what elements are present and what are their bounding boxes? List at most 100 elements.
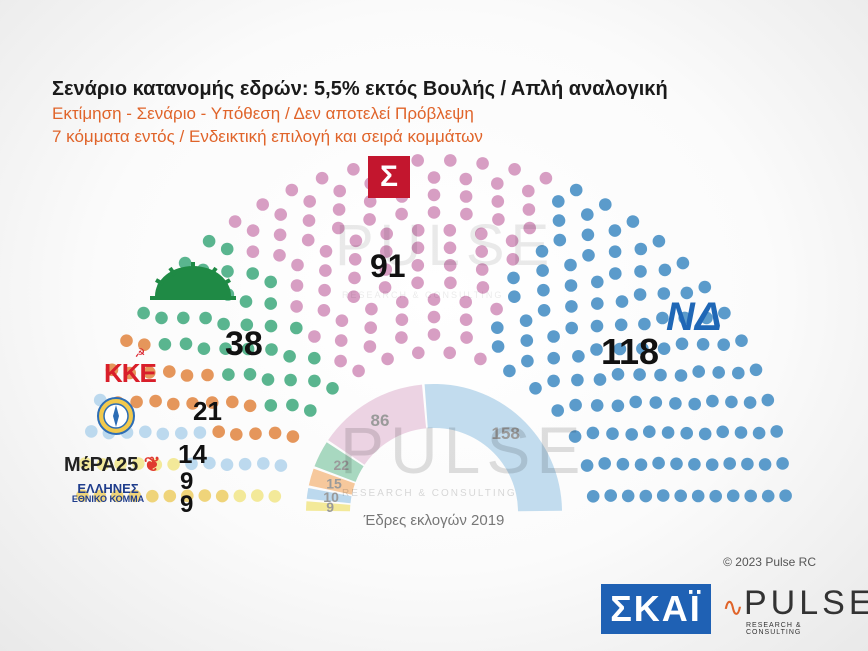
seat-5-39 bbox=[379, 263, 393, 276]
seat-5-73 bbox=[459, 313, 473, 327]
seat-5-1 bbox=[228, 215, 242, 228]
seat-3-14 bbox=[286, 430, 300, 443]
seat-6-17 bbox=[581, 228, 595, 242]
label2019-0: 9 bbox=[326, 499, 334, 515]
seat-4-25 bbox=[283, 350, 296, 363]
seat-6-15 bbox=[537, 304, 551, 317]
label2019-1: 10 bbox=[323, 489, 339, 505]
ellines-logo-line2: ΕΘΝΙΚΟ ΚΟΜΜΑ bbox=[71, 494, 145, 504]
seat-2-2 bbox=[220, 458, 234, 472]
seat-5-83 bbox=[505, 234, 519, 248]
seat-6-101 bbox=[705, 458, 719, 472]
seat-6-12 bbox=[581, 208, 594, 221]
seg2019-0 bbox=[306, 501, 351, 512]
seat-6-43 bbox=[614, 318, 628, 332]
seat-5-76 bbox=[460, 331, 473, 344]
seat-3-7 bbox=[105, 363, 119, 377]
seat-6-3 bbox=[491, 340, 505, 353]
seat-3-11 bbox=[205, 396, 219, 409]
seat-6-80 bbox=[688, 397, 701, 411]
mera25-swirl-icon: ❦ bbox=[143, 454, 161, 476]
seat-5-38 bbox=[363, 195, 377, 208]
seat-5-21 bbox=[319, 245, 333, 258]
seat-5-24 bbox=[347, 290, 361, 304]
seat-6-53 bbox=[593, 373, 607, 386]
seat-5-66 bbox=[444, 276, 457, 290]
seat-6-14 bbox=[520, 334, 534, 347]
seat-3-8 bbox=[186, 397, 199, 410]
seat-6-102 bbox=[723, 457, 736, 470]
seat-0-3 bbox=[128, 489, 142, 503]
seat-6-84 bbox=[725, 395, 738, 409]
seat-6-28 bbox=[565, 321, 578, 335]
seat-4-3 bbox=[179, 337, 193, 351]
seat-5-80 bbox=[476, 281, 490, 294]
seat-6-83 bbox=[643, 425, 656, 439]
seat-5-72 bbox=[459, 295, 473, 309]
seat-1-8 bbox=[167, 458, 180, 471]
seat-4-9 bbox=[177, 311, 190, 325]
seat-6-77 bbox=[669, 397, 682, 410]
seat-6-86 bbox=[661, 426, 675, 439]
seat-3-16 bbox=[180, 369, 194, 382]
seat-3-17 bbox=[120, 334, 133, 348]
seat-5-2 bbox=[308, 330, 321, 343]
seat-5-41 bbox=[395, 331, 408, 344]
seat-4-21 bbox=[240, 318, 254, 332]
seat-4-6 bbox=[155, 311, 168, 325]
seat-6-67 bbox=[717, 338, 730, 352]
mera25-logo: ΜέΡΑ25 ❦ bbox=[64, 452, 161, 477]
pasok-sun-logo bbox=[150, 262, 236, 300]
seat-6-60 bbox=[718, 306, 731, 320]
seat-6-75 bbox=[712, 366, 725, 379]
hammer-sickle-icon: ☭ bbox=[134, 346, 146, 360]
seat-6-62 bbox=[633, 368, 646, 381]
seat-5-4 bbox=[246, 224, 260, 237]
seat-2-8 bbox=[257, 457, 270, 470]
mera-seats: 9 bbox=[180, 468, 194, 495]
seat-6-99 bbox=[670, 457, 683, 471]
seat-5-11 bbox=[317, 304, 331, 317]
copyright: © 2023 Pulse RC bbox=[723, 555, 816, 569]
pulse-logo-text: PULSE bbox=[744, 584, 868, 622]
seat-5-28 bbox=[315, 171, 329, 185]
seat-1-5 bbox=[114, 457, 127, 471]
seat-6-111 bbox=[674, 489, 687, 503]
seat-5-6 bbox=[290, 279, 304, 292]
seat-3-5 bbox=[167, 397, 180, 411]
seat-0-2 bbox=[111, 489, 124, 503]
seat-6-103 bbox=[741, 457, 754, 471]
seat-6-114 bbox=[726, 489, 740, 503]
seat-6-69 bbox=[674, 369, 688, 382]
seat-5-69 bbox=[459, 190, 473, 203]
seat-5-18 bbox=[319, 264, 332, 277]
seat-6-44 bbox=[676, 256, 690, 270]
seat-4-31 bbox=[326, 382, 339, 395]
seat-6-24 bbox=[547, 330, 560, 343]
seat-5-15 bbox=[318, 283, 331, 297]
seat-6-70 bbox=[629, 395, 642, 409]
seat-6-8 bbox=[536, 264, 549, 277]
seat-6-48 bbox=[613, 342, 627, 356]
seat-6-40 bbox=[633, 288, 647, 301]
seat-6-85 bbox=[743, 396, 757, 409]
seat-5-82 bbox=[508, 163, 521, 176]
label2019-4: 86 bbox=[371, 411, 390, 430]
seat-4-4 bbox=[137, 306, 150, 320]
seat-6-93 bbox=[734, 426, 748, 439]
ellines-seats: 9 bbox=[180, 491, 194, 518]
label2019-2: 15 bbox=[326, 476, 342, 492]
seat-6-23 bbox=[565, 300, 578, 313]
seat-6-55 bbox=[678, 311, 691, 325]
seat-3-3 bbox=[230, 428, 243, 441]
seat-6-87 bbox=[761, 393, 775, 407]
seg2019-5 bbox=[424, 383, 562, 512]
pulse-logo: ∿ PULSE RESEARCH & CONSULTING bbox=[720, 584, 868, 636]
seat-6-59 bbox=[657, 342, 671, 356]
seat-5-3 bbox=[290, 300, 303, 313]
seat-0-7 bbox=[198, 489, 212, 502]
chart-subtitle-2: 7 κόμματα εντός / Ενδεικτική επιλογή και… bbox=[52, 127, 483, 146]
seat-5-26 bbox=[348, 271, 361, 285]
seat-6-47 bbox=[638, 317, 651, 331]
